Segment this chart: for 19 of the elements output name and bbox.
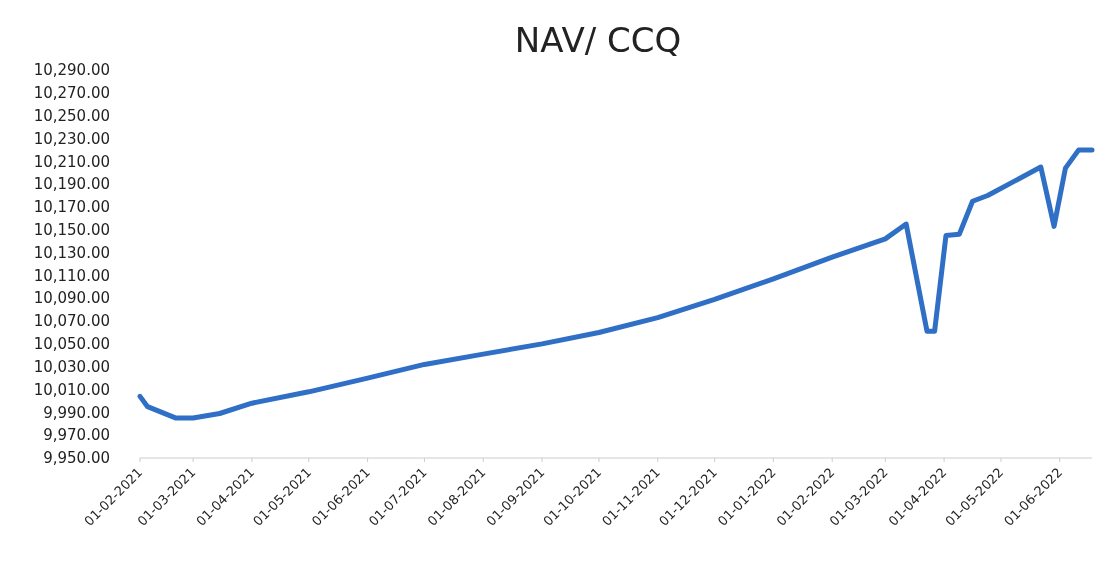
y-tick-label: 10,050.00: [33, 335, 110, 354]
y-tick-label: 10,030.00: [33, 357, 110, 376]
y-tick-label: 10,270.00: [33, 84, 110, 103]
y-tick-label: 10,210.00: [33, 152, 110, 171]
y-tick-label: 10,250.00: [33, 106, 110, 125]
y-tick-label: 9,990.00: [43, 403, 110, 422]
y-tick-label: 10,290.00: [33, 61, 110, 80]
y-tick-label: 10,010.00: [33, 380, 110, 399]
y-tick-label: 10,190.00: [33, 175, 110, 194]
y-tick-label: 10,170.00: [33, 198, 110, 217]
y-tick-label: 10,070.00: [33, 312, 110, 331]
chart-title: NAV/ CCQ: [514, 20, 682, 60]
y-tick-label: 9,950.00: [43, 449, 110, 468]
y-tick-label: 10,150.00: [33, 221, 110, 240]
y-tick-label: 10,230.00: [33, 129, 110, 148]
y-tick-label: 9,970.00: [43, 426, 110, 445]
y-tick-label: 10,110.00: [33, 266, 110, 285]
y-tick-label: 10,090.00: [33, 289, 110, 308]
y-tick-label: 10,130.00: [33, 243, 110, 262]
